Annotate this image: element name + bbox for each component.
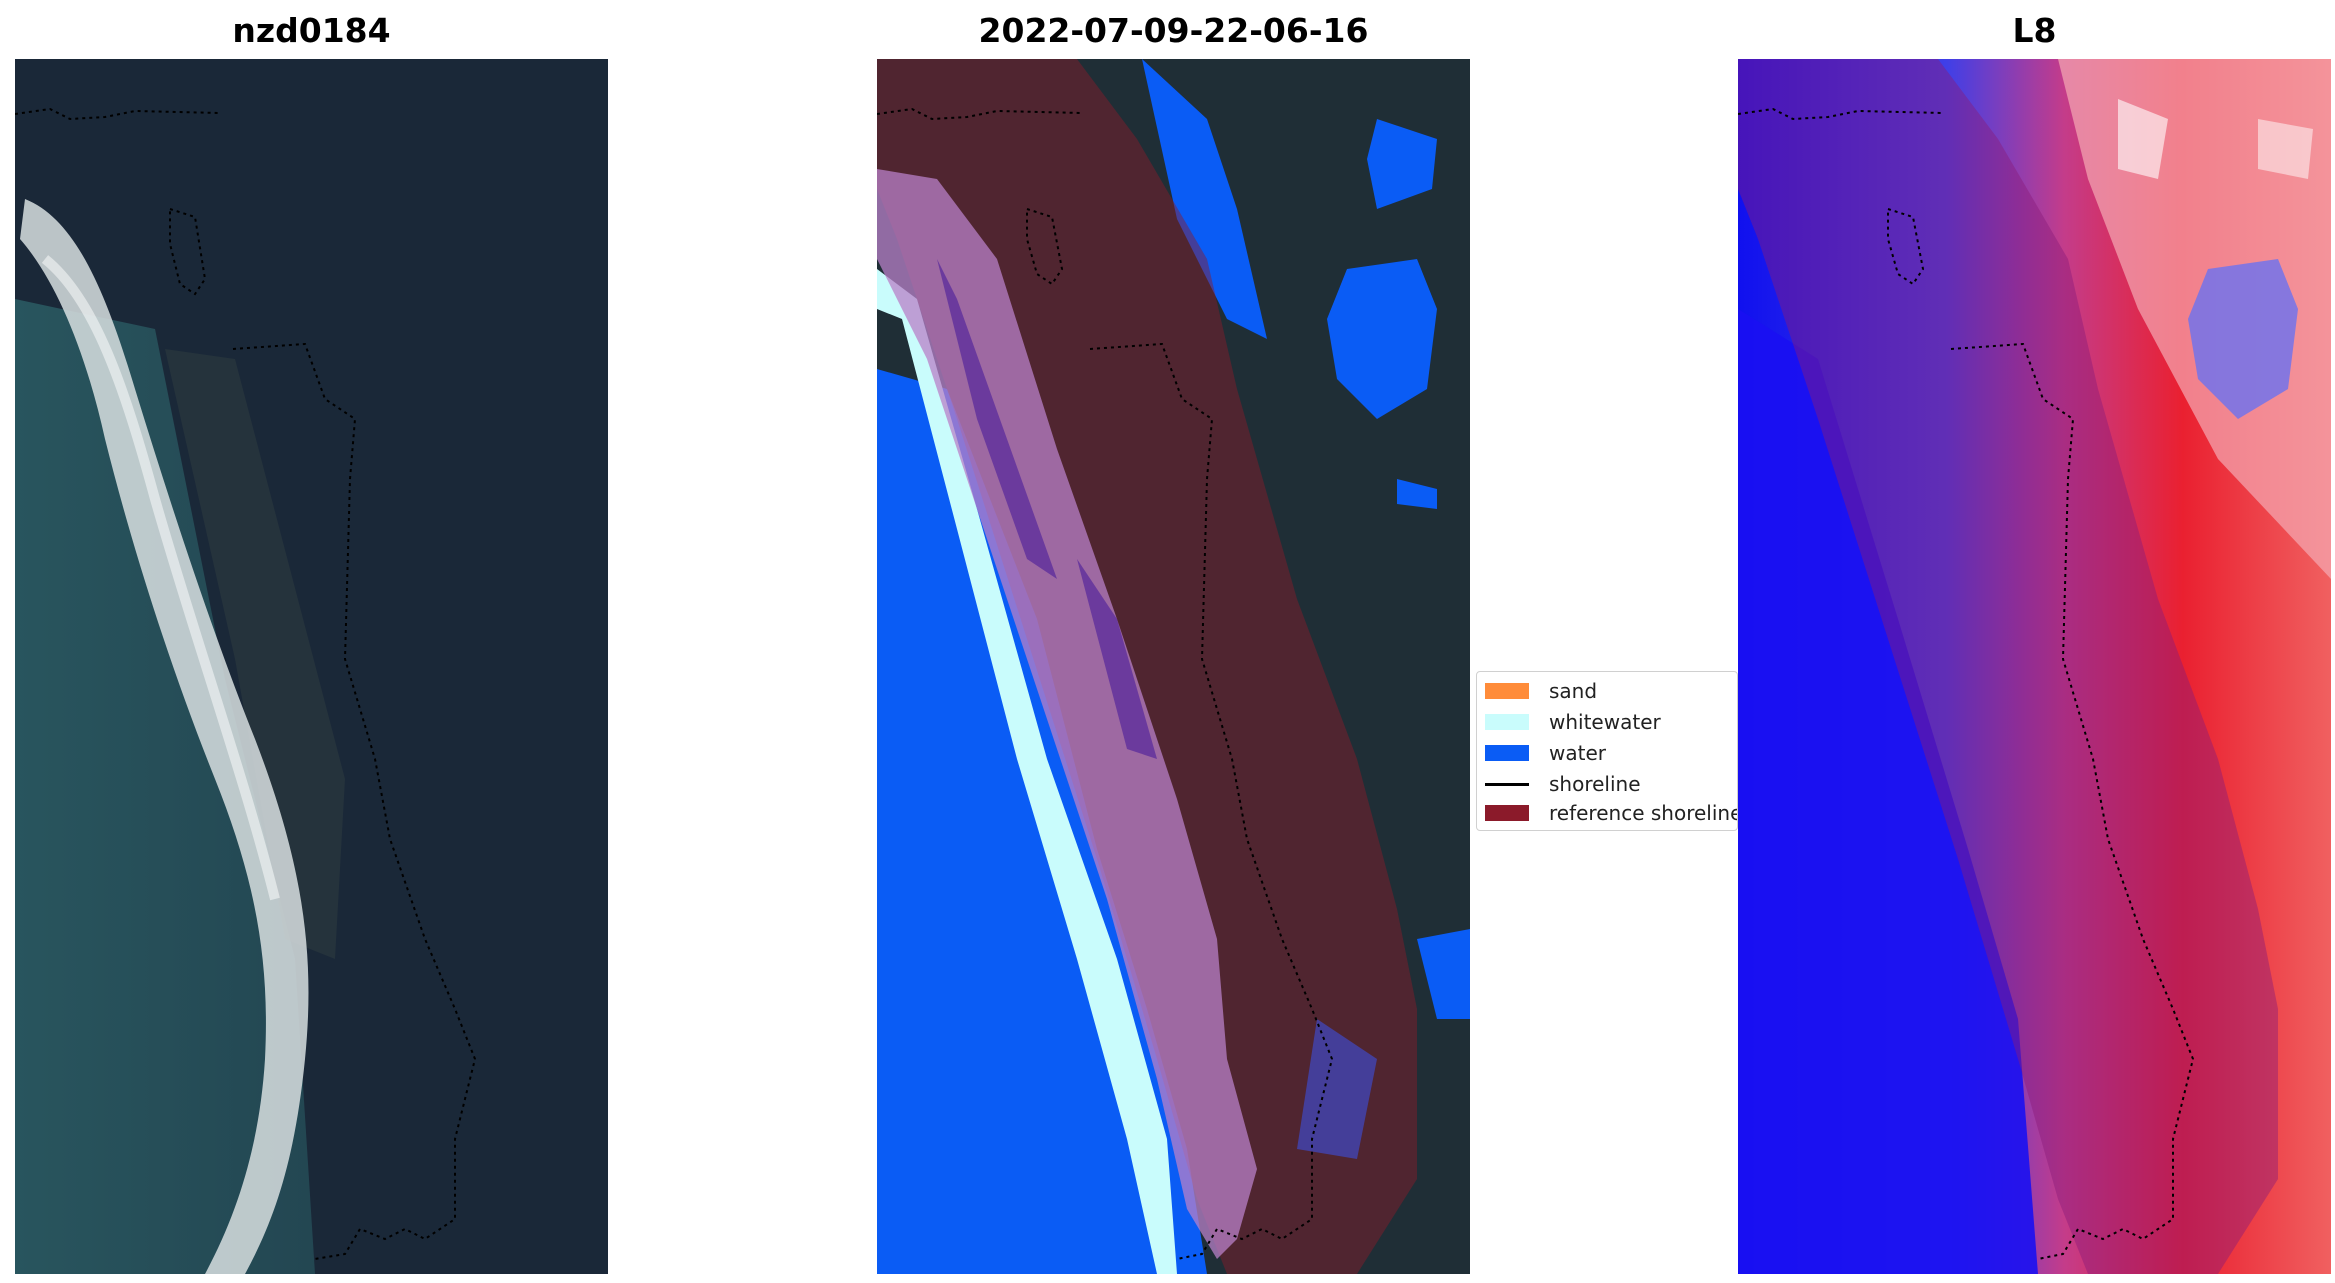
legend-label: water (1549, 741, 1606, 765)
index-heatmap-image (1738, 59, 2331, 1274)
legend-label: sand (1549, 679, 1598, 703)
legend-label: whitewater (1549, 710, 1661, 734)
legend-swatch-water (1485, 745, 1529, 761)
legend-item-reference-shoreline: reference shoreline (1485, 800, 1738, 826)
legend-label: shoreline (1549, 772, 1641, 796)
classification-image (877, 59, 1470, 1274)
legend-swatch-whitewater (1485, 714, 1529, 730)
legend-item-sand: sand (1485, 678, 1597, 704)
legend-item-shoreline: shoreline (1485, 771, 1641, 797)
panel-title-image-name: nzd0184 (232, 11, 391, 50)
legend-swatch-sand (1485, 683, 1529, 699)
legend-label: reference shoreline (1549, 801, 1738, 825)
rgb-satellite-image (15, 59, 608, 1274)
legend-swatch-shoreline (1485, 782, 1529, 786)
legend-swatch-reference-shoreline (1485, 805, 1529, 821)
panel-title-satellite: L8 (2012, 11, 2057, 50)
legend-item-whitewater: whitewater (1485, 709, 1661, 735)
legend-item-water: water (1485, 740, 1606, 766)
legend: sand whitewater water shoreline referenc… (1476, 671, 1738, 831)
panel-title-date: 2022-07-09-22-06-16 (978, 11, 1369, 50)
